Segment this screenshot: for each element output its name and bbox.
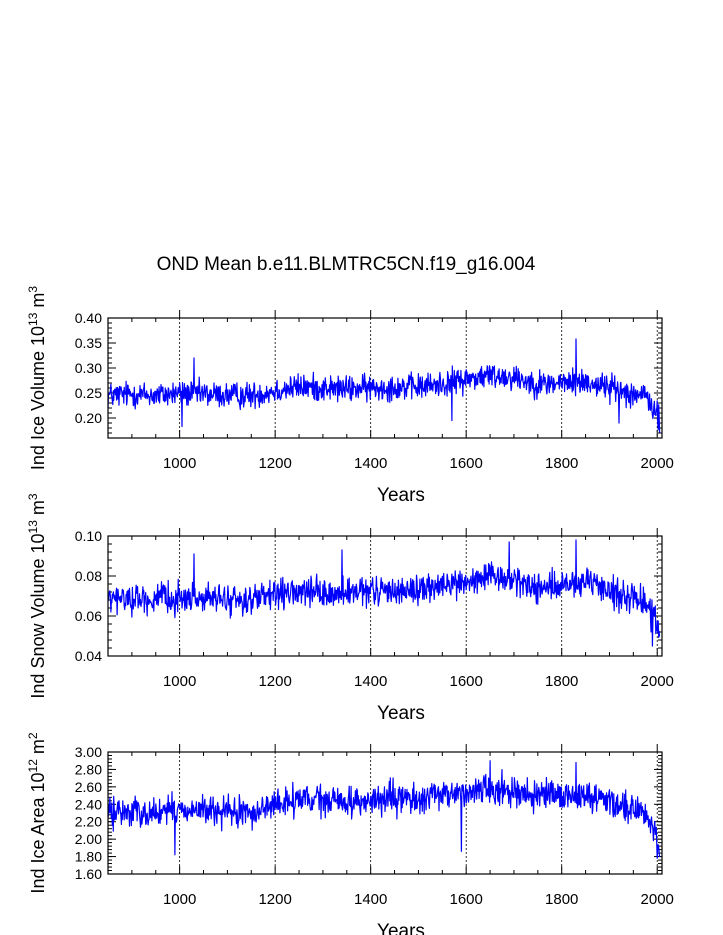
x-axis-label: Years: [377, 485, 425, 506]
x-tick-label: 1600: [450, 455, 483, 472]
x-tick-label: 1000: [163, 673, 196, 690]
ice-volume-panel: 1000 1200 1400 1600 1800 2000 0.20 0.25 0.30 0.35…: [26, 286, 674, 506]
y-tick-label: 0.20: [75, 410, 102, 426]
y-tick-label: 2.40: [75, 796, 102, 812]
y-tick-label: 0.25: [75, 385, 102, 401]
y-tick-label: 2.60: [75, 779, 102, 795]
x-axis-label: Years: [377, 921, 425, 935]
plot-frame: [107, 317, 663, 439]
y-axis-label: Ind Ice Volume 1013 m3: [26, 286, 48, 470]
y-axis-label: Ind Snow Volume 1013 m3: [26, 493, 48, 698]
y-tick-label: 2.00: [75, 831, 102, 847]
plot-frame: [107, 535, 663, 657]
y-tick-label: 0.04: [75, 648, 102, 664]
x-tick-label: 2000: [641, 673, 674, 690]
y-tick-label: 2.20: [75, 814, 102, 830]
y-tick-label: 1.80: [75, 849, 102, 865]
x-tick-label: 1800: [545, 891, 578, 908]
x-tick-label: 1200: [258, 455, 291, 472]
series-line: [107, 338, 661, 433]
snow-volume-panel: 1000 1200 1400 1600 1800 2000 0.04 0.06 0.08 0.10…: [26, 493, 674, 724]
y-tick-label: 3.00: [75, 744, 102, 760]
y-tick-label: 0.10: [75, 528, 102, 544]
ice-area-panel: 1000 1200 1400 1600 1800 2000 1.601.80 2.002.20…: [26, 732, 674, 935]
x-tick-label: 1000: [163, 891, 196, 908]
y-tick-label: 0.08: [75, 568, 102, 584]
x-tick-label: 1800: [545, 455, 578, 472]
x-tick-label: 1000: [163, 455, 196, 472]
x-tick-label: 1600: [450, 673, 483, 690]
series-line: [107, 539, 661, 647]
x-tick-label: 1400: [354, 673, 387, 690]
x-tick-label: 1200: [258, 891, 291, 908]
x-tick-label: 1600: [450, 891, 483, 908]
x-tick-label: 2000: [641, 891, 674, 908]
x-tick-label: 1400: [354, 891, 387, 908]
y-tick-label: 2.80: [75, 761, 102, 777]
y-tick-label: 0.40: [75, 310, 102, 326]
x-axis-label: Years: [377, 703, 425, 724]
y-tick-label: 0.35: [75, 335, 102, 351]
x-tick-label: 1200: [258, 673, 291, 690]
figure-title: OND Mean b.e11.BLMTRC5CN.f19_g16.004: [157, 254, 536, 275]
plot-frame: [107, 751, 663, 875]
y-tick-label: 0.06: [75, 608, 102, 624]
y-tick-label: 0.30: [75, 360, 102, 376]
x-tick-label: 2000: [641, 455, 674, 472]
series-line: [107, 760, 661, 859]
y-tick-label: 1.60: [75, 866, 102, 882]
x-tick-label: 1800: [545, 673, 578, 690]
x-tick-label: 1400: [354, 455, 387, 472]
y-axis-label: Ind Ice Area 1012 m2: [26, 732, 48, 893]
